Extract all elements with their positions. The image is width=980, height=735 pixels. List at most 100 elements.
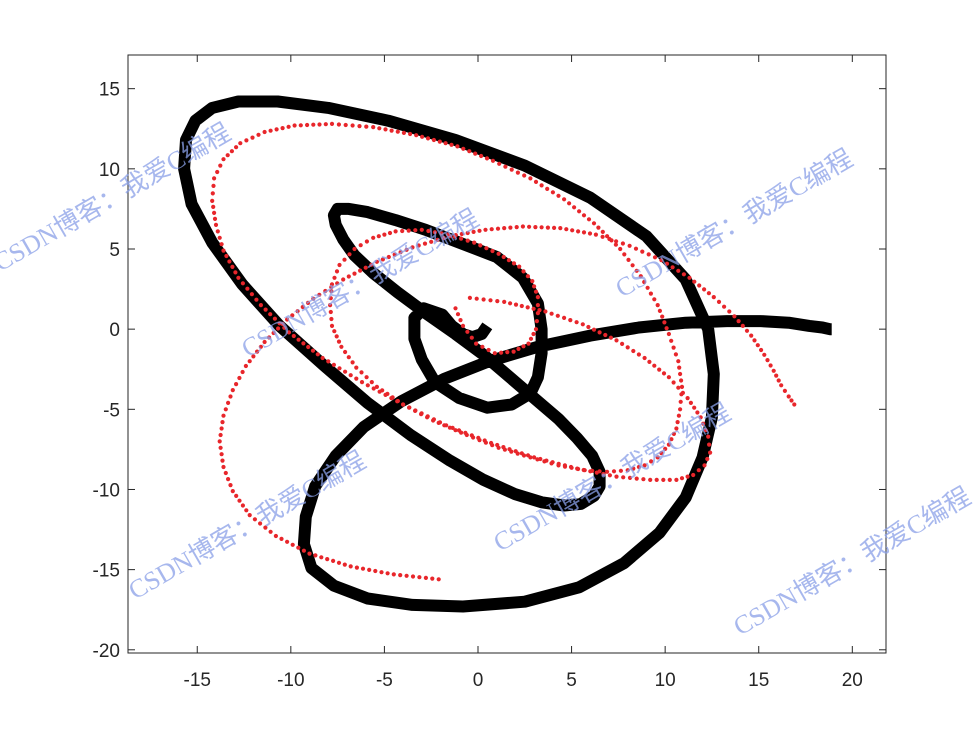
- series-dot: [400, 228, 405, 234]
- x-tick-label: 15: [748, 670, 769, 691]
- series-dot: [681, 272, 687, 277]
- series-dot: [608, 335, 614, 340]
- series-dot: [469, 335, 474, 340]
- series-dot: [483, 227, 488, 232]
- y-tick-label: 10: [99, 160, 120, 181]
- series-dot: [395, 399, 400, 404]
- series-dot: [341, 277, 346, 282]
- series-dot: [346, 355, 351, 360]
- series-dot: [404, 573, 409, 578]
- series-dot: [671, 380, 676, 385]
- series-dot: [706, 434, 711, 439]
- series-dot: [334, 334, 339, 339]
- series-dot: [771, 368, 776, 373]
- series-dot: [597, 330, 602, 335]
- series-dot: [525, 274, 531, 279]
- series-dot: [328, 309, 333, 315]
- series-dot: [247, 513, 252, 518]
- y-tick-label: -10: [93, 480, 120, 501]
- series-dot: [530, 279, 535, 284]
- series-dot: [211, 204, 216, 209]
- series-dot: [437, 139, 442, 144]
- series-dot: [564, 227, 569, 232]
- series-dot: [495, 299, 500, 304]
- series-dot: [374, 259, 379, 264]
- series-dot: [702, 463, 707, 468]
- series-dot: [556, 461, 561, 466]
- series-dot: [631, 348, 636, 354]
- series-dot: [453, 306, 458, 311]
- series-dot: [676, 385, 681, 390]
- series-dot: [655, 455, 660, 460]
- series-dot: [792, 402, 797, 407]
- series-dot: [552, 225, 557, 230]
- series-dot: [618, 468, 624, 473]
- series-dot: [527, 224, 532, 229]
- series-dot: [568, 464, 574, 470]
- series-dot: [343, 349, 348, 355]
- x-tick-label: 5: [566, 670, 577, 691]
- series-dot: [776, 378, 781, 383]
- series-dot: [329, 323, 335, 328]
- series-dot: [407, 405, 412, 410]
- series-dot: [443, 141, 448, 146]
- series-dot: [605, 234, 610, 239]
- series-dot: [497, 161, 502, 166]
- series-dot: [539, 225, 544, 230]
- series-dot: [420, 134, 425, 139]
- series-dot: [749, 333, 754, 338]
- series-dot: [450, 425, 455, 430]
- series-dot: [258, 521, 263, 526]
- series-dot: [722, 304, 727, 309]
- series-dot: [313, 553, 318, 558]
- series-dot: [311, 122, 316, 127]
- series-dot: [263, 307, 268, 312]
- series-dot: [449, 142, 454, 147]
- series-dot: [662, 320, 667, 325]
- series-dot: [354, 365, 359, 370]
- series-dot: [550, 190, 556, 195]
- series-dot: [251, 354, 256, 359]
- series-dot: [469, 433, 474, 438]
- series-dot: [272, 316, 277, 321]
- series-dot: [774, 373, 779, 378]
- series-dot: [419, 411, 424, 416]
- series-dot: [489, 227, 494, 232]
- series-dot: [230, 388, 235, 393]
- series-dot: [332, 275, 337, 280]
- series-dot: [254, 297, 259, 302]
- series-dot: [576, 229, 581, 234]
- series-dot: [661, 477, 666, 482]
- series-dot: [685, 474, 690, 479]
- series-dot: [359, 370, 364, 375]
- series-dot: [220, 420, 225, 425]
- series-dot: [501, 254, 506, 260]
- series-dot: [621, 475, 626, 480]
- series-dot: [432, 230, 437, 235]
- series-dot: [474, 341, 479, 346]
- series-dot: [706, 291, 712, 296]
- series-dot: [613, 242, 619, 247]
- series-dot: [568, 318, 573, 323]
- series-dot: [513, 302, 519, 307]
- series-dot: [212, 176, 217, 181]
- series-dot: [392, 252, 397, 257]
- y-tick-label: -20: [93, 641, 120, 662]
- series-dot: [234, 145, 239, 150]
- series-dot: [736, 319, 741, 324]
- series-dot: [685, 396, 690, 401]
- series-dot: [581, 467, 586, 473]
- series-dot: [630, 263, 635, 268]
- series-dot: [429, 239, 434, 244]
- series-dot: [603, 332, 608, 338]
- series-dot: [508, 301, 513, 306]
- series-dot: [305, 300, 311, 305]
- series-dot: [350, 123, 355, 128]
- series-dot: [531, 331, 536, 337]
- series-dot: [759, 347, 764, 353]
- series-dotted: [210, 121, 797, 582]
- series-dot: [268, 128, 273, 133]
- series-dot: [727, 309, 732, 314]
- series-dot: [528, 336, 534, 341]
- series-dot: [320, 355, 325, 361]
